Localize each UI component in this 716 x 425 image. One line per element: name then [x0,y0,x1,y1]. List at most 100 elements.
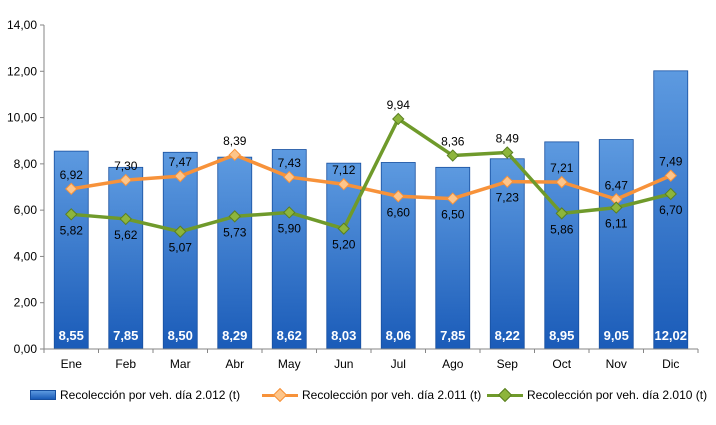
legend-line-swatch-2011 [262,387,298,403]
line-2010-marker [501,146,514,159]
line-2010-marker [555,207,568,220]
bar-value-label: 8,55 [59,328,84,343]
line-2011-value-label: 7,43 [278,156,302,170]
line-2010-marker [392,112,405,126]
legend-item-2011: Recolección por veh. día 2.011 (t) [262,386,481,404]
x-tick-label: Ago [442,357,464,371]
line-2011-value-label: 7,21 [550,161,574,175]
line-2010-value-label: 9,94 [387,98,411,112]
bar-value-label: 9,05 [604,328,629,343]
line-2010-marker [283,206,296,219]
legend-label-2010: Recolección por veh. día 2.010 (t) [527,388,708,402]
line-2010 [71,117,672,234]
line-2010-value-label: 5,82 [60,223,84,237]
line-2010-marker [119,212,132,226]
legend-bar-swatch [30,390,56,400]
line-2010-value-label: 8,36 [441,135,465,149]
line-2010-value-label: 5,07 [169,241,193,255]
x-tick-label: Sep [497,357,519,371]
y-tick-label: 14,00 [7,18,37,32]
line-2011-value-label: 6,50 [441,208,465,222]
bar-value-label: 8,95 [549,328,574,343]
legend-line-swatch-2010 [487,387,523,403]
line-2011-value-label: 7,23 [496,191,520,205]
line-2011-marker [664,169,677,182]
line-2011-marker [555,175,568,189]
legend-label-2012: Recolección por veh. día 2.012 (t) [60,388,241,402]
line-2010-marker [664,187,677,201]
bar-value-label: 8,22 [495,328,520,343]
x-tick-label: Dic [662,357,679,371]
x-tick-label: Jun [334,357,353,371]
x-tick-label: Oct [552,357,571,371]
bar-value-label: 12,02 [654,328,687,343]
y-axis: 0,00 2,00 4,00 6,00 8,00 10,00 12,00 14,00 [7,18,45,356]
line-2011 [70,153,672,202]
line-2010-value-label: 5,86 [550,222,574,236]
line-2011-marker [337,178,350,191]
legend-label-2011: Recolección por veh. día 2.011 (t) [302,388,482,402]
x-tick-label: Nov [606,357,627,371]
y-tick-label: 10,00 [7,111,37,125]
line-2011-value-label: 6,47 [605,178,629,192]
line-2010-value-label: 6,11 [605,217,628,231]
bar-series-2012 [53,70,689,350]
line-2011-value-label: 7,49 [659,155,683,169]
line-2011-marker [446,192,459,205]
line-2010-value-label: 5,73 [223,225,247,239]
x-tick-label: Jul [391,357,406,371]
bar-abr [217,156,253,350]
x-tick-label: Feb [115,357,136,371]
line-2011-marker [392,190,405,203]
y-tick-label: 2,00 [14,296,38,310]
bar-value-label: 8,62 [277,328,302,343]
line-2010-marker [228,210,241,223]
line-2010-marker [65,208,78,221]
bar-value-label: 7,85 [440,328,465,343]
line-2011-marker [65,182,78,196]
line-2010-value-label: 8,49 [496,132,520,146]
line-2010-marker [174,225,187,238]
legend-item-2010: Recolección por veh. día 2.010 (t) [487,386,707,404]
line-2011-value-label: 6,92 [60,168,84,182]
line-2011-value-label: 7,30 [114,159,138,173]
line-2011-value-label: 8,39 [223,134,247,148]
line-2011-marker [119,173,132,187]
bar-feb [108,166,144,350]
bar-value-label: 8,29 [222,328,247,343]
bar-dic [653,70,689,350]
y-tick-label: 4,00 [14,249,38,263]
x-tick-label: Abr [225,357,244,371]
legend-item-2012: Recolección por veh. día 2.012 (t) [30,386,240,404]
y-tick-label: 6,00 [14,203,38,217]
line-series [65,112,677,238]
line-2011-value-label: 7,12 [332,163,356,177]
line-2011-marker [228,148,241,162]
line-2010-value-label: 5,62 [114,228,138,242]
bar-nov [598,139,634,350]
y-tick-label: 0,00 [14,342,38,356]
bar-jun [326,162,362,350]
y-tick-label: 8,00 [14,157,38,171]
x-tick-label: May [278,357,301,371]
bar-value-label: 7,85 [113,328,138,343]
bar-value-label: 8,03 [331,328,356,343]
bar-sep [489,158,525,350]
chart-canvas: 0,00 2,00 4,00 6,00 8,00 10,00 12,00 14,00 Ene F… [7,18,699,371]
line-2010-value-label: 5,90 [278,221,302,235]
line-2011-marker [283,170,296,184]
line-2011-value-label: 6,60 [387,205,411,219]
line-2010-marker [446,149,459,162]
x-tick-label: Ene [61,357,83,371]
data-labels: 8,55 7,85 8,50 8,29 8,62 8,03 8,06 7,85 8,22 8,95… [59,98,687,343]
bar-value-label: 8,06 [386,328,411,343]
line-2010-value-label: 6,70 [659,203,683,217]
line-2011-marker [501,175,514,188]
line-2011-marker [174,169,187,183]
bar-value-label: 8,50 [168,328,193,343]
line-2011-value-label: 7,47 [169,155,193,169]
line-2010-value-label: 5,20 [332,238,356,252]
x-axis: Ene Feb Mar Abr May Jun Jul Ago Sep Oct Nov Dic [43,348,699,371]
line-2010-marker [610,201,623,214]
line-2010-marker [337,222,350,235]
